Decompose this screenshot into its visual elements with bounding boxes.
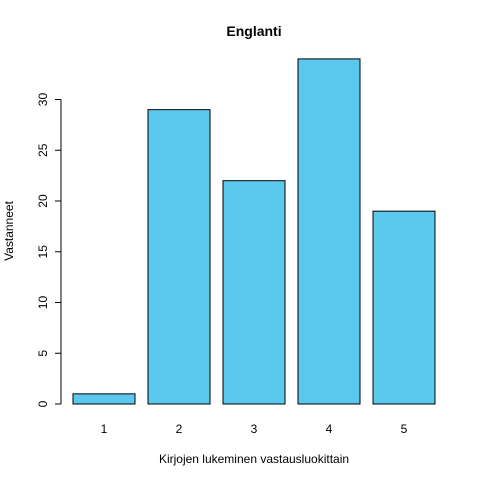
y-tick-label: 0 [36,400,50,407]
y-tick-label: 15 [36,245,50,259]
y-tick-label: 20 [36,194,50,208]
x-tick-label: 2 [176,422,183,436]
x-tick-label: 4 [326,422,333,436]
y-tick-label: 30 [36,93,50,107]
y-tick-label: 5 [36,350,50,357]
x-tick-label: 3 [251,422,258,436]
bar-1 [72,393,136,405]
x-axis-ticks: 1 2 3 4 5 [101,422,408,436]
y-axis-label: Vastanneet [2,200,16,260]
bar-3 [222,180,286,405]
y-tick-label: 10 [36,296,50,310]
chart-title: Englanti [226,23,281,39]
bars-group [72,58,436,405]
bar-4 [297,58,361,405]
x-tick-label: 5 [401,422,408,436]
bar-2 [147,109,211,405]
bar-5 [372,210,436,405]
x-tick-label: 1 [101,422,108,436]
y-tick-label: 25 [36,143,50,157]
x-axis-label: Kirjojen lukeminen vastausluokittain [159,452,349,466]
y-axis: 0 5 10 15 20 25 30 [36,93,62,407]
